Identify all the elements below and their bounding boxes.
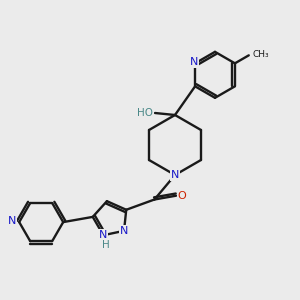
Text: O: O: [178, 191, 187, 201]
Text: H: H: [103, 240, 110, 250]
Text: N: N: [171, 170, 179, 180]
Text: CH₃: CH₃: [253, 50, 269, 59]
Text: N: N: [190, 57, 198, 67]
Text: N: N: [8, 216, 16, 226]
Text: N: N: [120, 226, 128, 236]
Text: HO: HO: [137, 108, 153, 118]
Text: N: N: [99, 230, 107, 240]
